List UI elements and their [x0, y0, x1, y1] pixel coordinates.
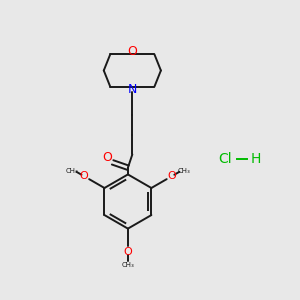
Text: CH₃: CH₃: [66, 168, 79, 174]
Text: O: O: [102, 151, 112, 164]
Text: N: N: [128, 82, 137, 95]
Text: Cl: Cl: [218, 152, 232, 166]
Text: CH₃: CH₃: [122, 262, 134, 268]
Text: H: H: [251, 152, 261, 166]
Text: O: O: [128, 45, 137, 58]
Text: CH₃: CH₃: [177, 168, 190, 174]
Text: O: O: [124, 247, 132, 256]
Text: O: O: [167, 171, 176, 181]
Text: O: O: [80, 171, 88, 181]
